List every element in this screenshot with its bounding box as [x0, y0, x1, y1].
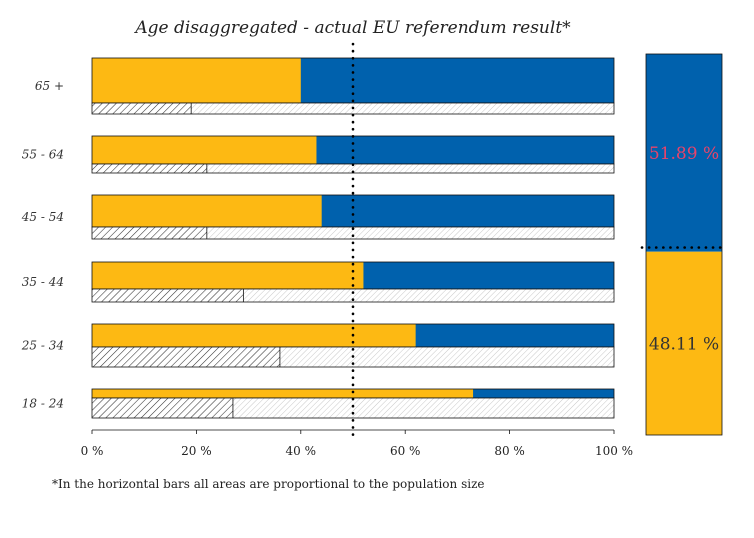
x-tick-label: 60 % [390, 444, 421, 458]
overall-lower-label: 48.11 % [649, 334, 719, 354]
overall-bar-outline [645, 53, 723, 436]
overall-result-bar: 51.89 % 48.11 % [640, 53, 729, 436]
age-row-3: 35 - 44 [22, 261, 615, 303]
age-row-0: 65 + [35, 57, 615, 115]
non-voter-bar [92, 164, 614, 173]
age-row-1: 55 - 64 [22, 135, 615, 174]
age-label: 35 - 44 [22, 275, 64, 289]
turnout-bar [92, 289, 244, 302]
leave-bar [92, 324, 416, 347]
x-tick-label: 40 % [286, 444, 317, 458]
non-voter-bar [92, 227, 614, 239]
turnout-bar [92, 398, 233, 418]
overall-upper-label: 51.89 % [649, 144, 719, 164]
overall-upper-segment [646, 54, 722, 252]
age-row-4: 25 - 34 [21, 323, 615, 368]
age-label: 55 - 64 [22, 148, 64, 162]
leave-bar [92, 58, 301, 103]
age-label: 65 + [35, 79, 64, 93]
turnout-bar [92, 103, 192, 114]
turnout-bar [92, 347, 280, 367]
footnote: *In the horizontal bars all areas are pr… [52, 477, 485, 491]
leave-bar [92, 262, 364, 289]
x-tick-label: 80 % [494, 444, 525, 458]
age-row-2: 45 - 54 [21, 194, 615, 240]
x-tick-label: 0 % [81, 444, 104, 458]
leave-bar [92, 195, 322, 227]
turnout-bar-outline [91, 226, 615, 240]
age-label: 25 - 34 [21, 339, 64, 353]
leave-bar [92, 136, 317, 164]
x-axis: 0 % 20 % 40 % 60 % 80 % 100 % [81, 42, 633, 458]
turnout-bar [92, 227, 207, 239]
turnout-bar [92, 164, 207, 173]
x-tick-label: 100 % [595, 444, 633, 458]
overall-lower-segment [646, 251, 722, 435]
age-label: 18 - 24 [22, 397, 64, 411]
turnout-bar-outline [91, 288, 615, 303]
chart-title: Age disaggregated - actual EU referendum… [133, 18, 571, 38]
age-row-5: 18 - 24 [22, 388, 615, 419]
bar-rows: 65 + 55 - 64 45 - 54 35 - 44 25 - 34 18 - 24 [21, 57, 615, 419]
x-tick-label: 20 % [181, 444, 212, 458]
leave-bar [92, 389, 474, 398]
turnout-bar-outline [91, 346, 615, 368]
age-label: 45 - 54 [21, 210, 64, 224]
